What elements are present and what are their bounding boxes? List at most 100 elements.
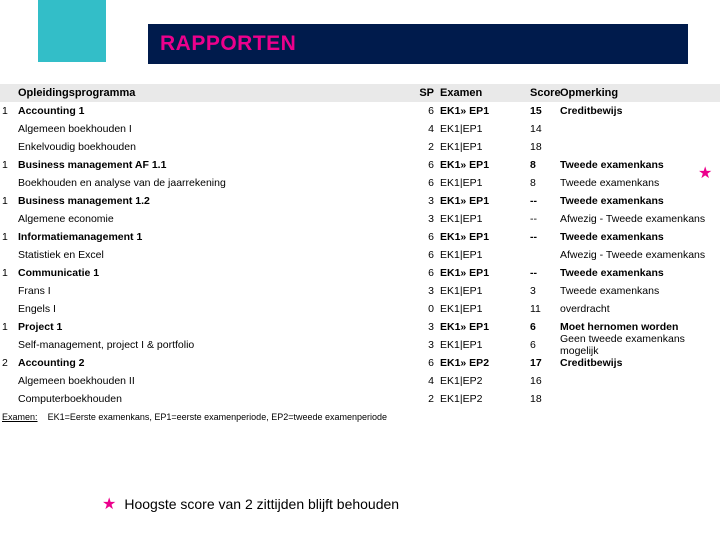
star-icon: ★ <box>102 494 116 514</box>
cell: 6 <box>416 177 440 189</box>
table-row: 2Accounting 26EK1» EP217Creditbewijs <box>0 354 720 372</box>
table-row: Boekhouden en analyse van de jaarrekenin… <box>0 174 720 192</box>
grades-table: Opleidingsprogramma SP Examen Score Opme… <box>0 84 720 408</box>
table-row: 1Communicatie 16EK1» EP1--Tweede examenk… <box>0 264 720 282</box>
cell: 2 <box>416 141 440 153</box>
cell: EK1|EP1 <box>440 213 530 225</box>
cell: 1 <box>0 267 18 279</box>
exam-legend: Examen: EK1=Eerste examenkans, EP1=eerst… <box>2 412 387 422</box>
cell: 1 <box>0 105 18 117</box>
cell: Algemeen boekhouden I <box>18 123 416 135</box>
col-score: Score <box>530 87 560 99</box>
table-row: 1Accounting 16EK1» EP115Creditbewijs <box>0 102 720 120</box>
col-exam: Examen <box>440 87 530 99</box>
table-row: 1Business management AF 1.16EK1» EP18Twe… <box>0 156 720 174</box>
table-row: Frans I3EK1|EP13Tweede examenkans <box>0 282 720 300</box>
cell: -- <box>530 213 560 225</box>
cell: EK1|EP1 <box>440 285 530 297</box>
cell: EK1|EP1 <box>440 303 530 315</box>
legend-text-value: EK1=Eerste examenkans, EP1=eerste examen… <box>48 412 387 422</box>
cell: EK1» EP1 <box>440 267 530 279</box>
table-row: Enkelvoudig boekhouden2EK1|EP118 <box>0 138 720 156</box>
cell: 6 <box>416 105 440 117</box>
cell: Enkelvoudig boekhouden <box>18 141 416 153</box>
cell: 4 <box>416 375 440 387</box>
cell: 4 <box>416 123 440 135</box>
cell: Creditbewijs <box>560 105 720 117</box>
cell: Engels I <box>18 303 416 315</box>
cell: Tweede examenkans <box>560 177 720 189</box>
cell: 3 <box>416 285 440 297</box>
cell: 3 <box>416 195 440 207</box>
cell: EK1|EP1 <box>440 177 530 189</box>
col-program: Opleidingsprogramma <box>18 87 416 99</box>
cell: EK1» EP1 <box>440 231 530 243</box>
cell: EK1» EP1 <box>440 159 530 171</box>
cell: 3 <box>416 213 440 225</box>
cell: 6 <box>530 339 560 351</box>
table-header-row: Opleidingsprogramma SP Examen Score Opme… <box>0 84 720 102</box>
footer-text: Hoogste score van 2 zittijden blijft beh… <box>124 496 399 512</box>
cell: Computerboekhouden <box>18 393 416 405</box>
cell: 6 <box>416 231 440 243</box>
cell: EK1|EP1 <box>440 339 530 351</box>
cell: Business management 1.2 <box>18 195 416 207</box>
cell: Geen tweede examenkans mogelijk <box>560 333 720 357</box>
cell: 1 <box>0 195 18 207</box>
cell: Tweede examenkans <box>560 159 720 171</box>
table-row: Self-management, project I & portfolio3E… <box>0 336 720 354</box>
table-row: 1Business management 1.23EK1» EP1--Tweed… <box>0 192 720 210</box>
cell: Tweede examenkans <box>560 285 720 297</box>
cell: EK1|EP1 <box>440 123 530 135</box>
table-row: Algemeen boekhouden I4EK1|EP114 <box>0 120 720 138</box>
table-row: Engels I0EK1|EP111overdracht <box>0 300 720 318</box>
cell: Moet hernomen worden <box>560 321 720 333</box>
cell: 8 <box>530 177 560 189</box>
cell: Informatiemanagement 1 <box>18 231 416 243</box>
cell: 1 <box>0 321 18 333</box>
cell: 14 <box>530 123 560 135</box>
cell: 0 <box>416 303 440 315</box>
cell: 1 <box>0 231 18 243</box>
cell: EK1» EP2 <box>440 357 530 369</box>
cell: 18 <box>530 141 560 153</box>
cell: Self-management, project I & portfolio <box>18 339 416 351</box>
title-bar: RAPPORTEN <box>148 24 688 64</box>
table-row: 1Informatiemanagement 16EK1» EP1--Tweede… <box>0 228 720 246</box>
cell: 2 <box>416 393 440 405</box>
cell: 18 <box>530 393 560 405</box>
cell: 3 <box>416 321 440 333</box>
cell: 1 <box>0 159 18 171</box>
cell: Boekhouden en analyse van de jaarrekenin… <box>18 177 416 189</box>
cell: EK1|EP2 <box>440 375 530 387</box>
cell: 6 <box>416 249 440 261</box>
cell: 3 <box>530 285 560 297</box>
cell: EK1» EP1 <box>440 195 530 207</box>
cell: Tweede examenkans <box>560 195 720 207</box>
cell: Creditbewijs <box>560 357 720 369</box>
cell: Tweede examenkans <box>560 267 720 279</box>
cell: 6 <box>416 357 440 369</box>
cell: overdracht <box>560 303 720 315</box>
table-row: Statistiek en Excel6EK1|EP1Afwezig - Twe… <box>0 246 720 264</box>
page-title: RAPPORTEN <box>148 24 688 64</box>
teal-accent-tab <box>38 0 106 62</box>
cell: 6 <box>416 159 440 171</box>
cell: 6 <box>530 321 560 333</box>
cell: 6 <box>416 267 440 279</box>
col-note: Opmerking <box>560 87 720 99</box>
cell: EK1» EP1 <box>440 321 530 333</box>
cell: 11 <box>530 303 560 315</box>
table-row: Computerboekhouden2EK1|EP218 <box>0 390 720 408</box>
cell: EK1|EP1 <box>440 141 530 153</box>
cell: 17 <box>530 357 560 369</box>
star-icon: ★ <box>698 166 712 182</box>
cell: Algemeen boekhouden II <box>18 375 416 387</box>
cell: EK1|EP2 <box>440 393 530 405</box>
cell: -- <box>530 231 560 243</box>
cell: Tweede examenkans <box>560 231 720 243</box>
cell: Project 1 <box>18 321 416 333</box>
cell: 3 <box>416 339 440 351</box>
cell: Accounting 2 <box>18 357 416 369</box>
cell: 16 <box>530 375 560 387</box>
